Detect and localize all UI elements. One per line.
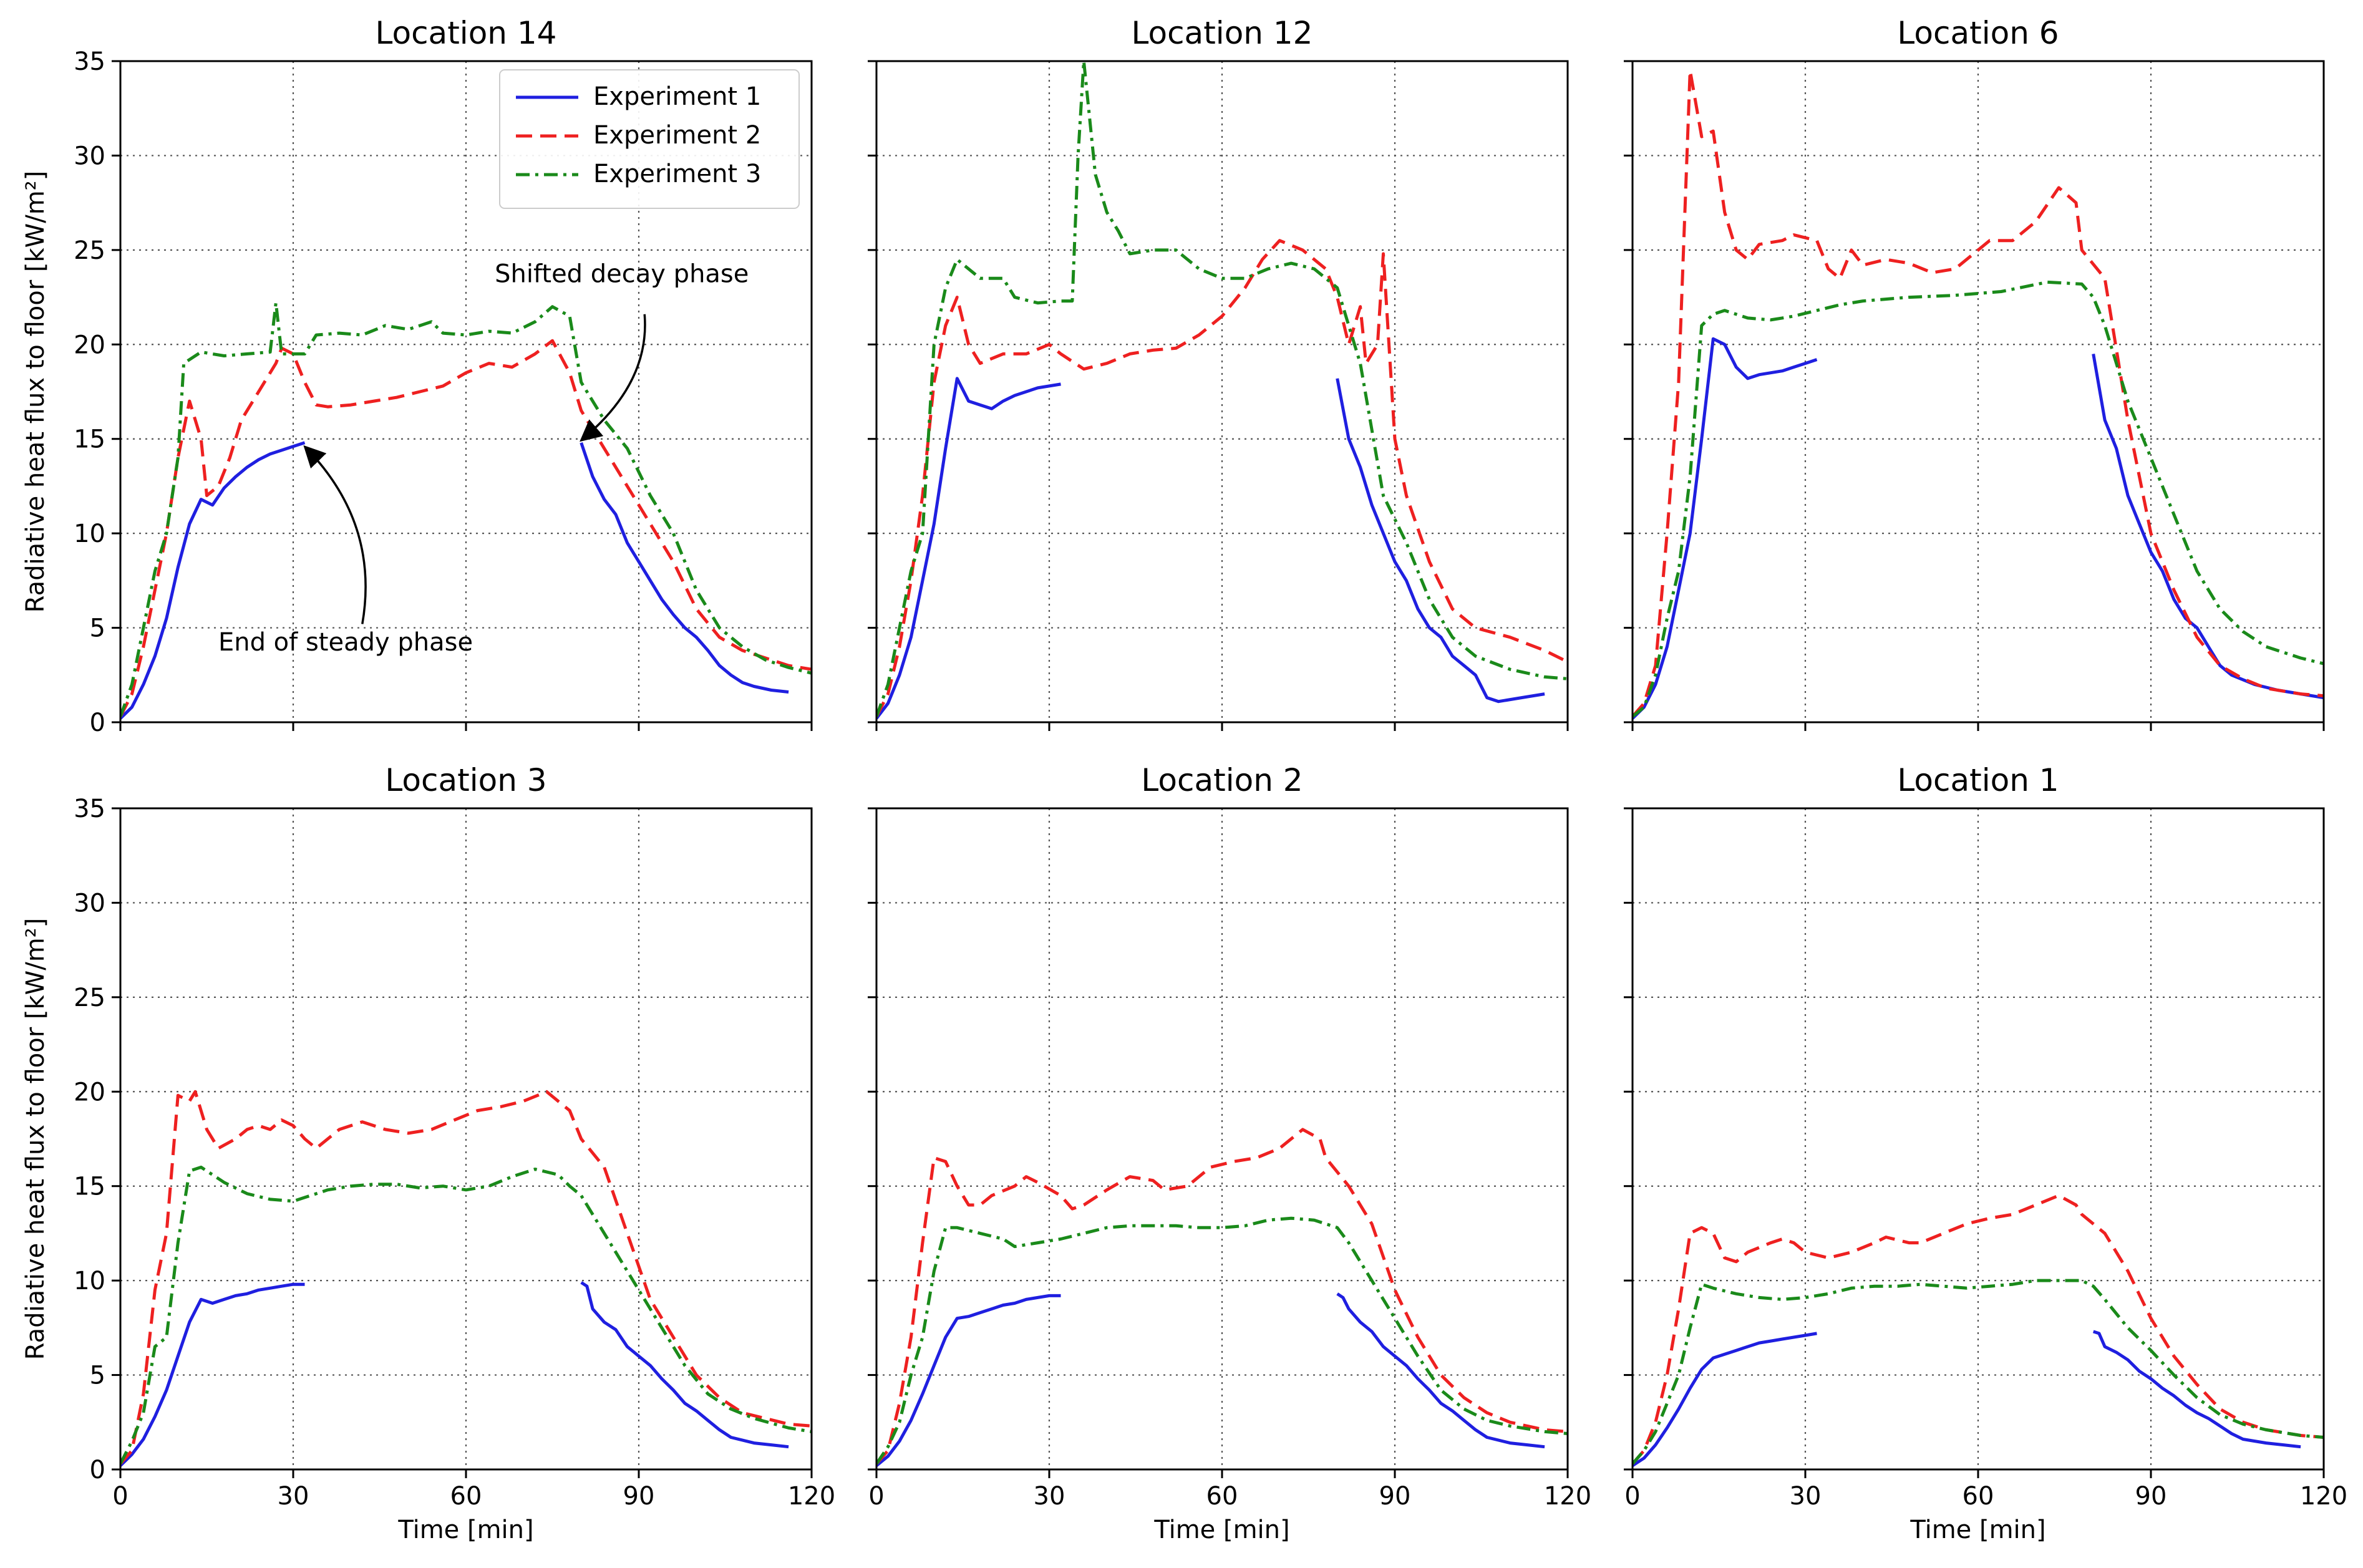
series-line-experiment-2	[876, 239, 1568, 718]
series-line-experiment-2	[876, 1128, 1568, 1465]
x-tick-label: 120	[2300, 1482, 2347, 1511]
series-line-experiment-1	[1633, 1332, 1817, 1467]
series-line-experiment-3	[1633, 1279, 2324, 1465]
y-tick-label: 0	[90, 709, 105, 737]
legend-layer: Experiment 1 Experiment 2 Experiment 3	[499, 69, 800, 209]
panels: 0 5 10 15 20 25 30 35 Location 14 Radiative heat …	[21, 15, 2347, 1544]
y-axis-label: Radiative heat flux to floor [kW/m²]	[21, 171, 50, 613]
annotation-arrow-shifted-decay	[580, 314, 646, 442]
series-line-experiment-1	[580, 442, 789, 694]
x-tick-label: 0	[868, 1482, 884, 1511]
x-tick-label: 90	[2135, 1482, 2167, 1511]
series-line-experiment-3	[120, 301, 812, 717]
x-tick-label: 90	[623, 1482, 655, 1511]
panel-title: Location 1	[1897, 762, 2059, 798]
series-line-experiment-2	[1633, 1194, 2324, 1465]
panel-location-14: 0 5 10 15 20 25 30 35 Location 14 Radiative heat …	[21, 15, 813, 737]
annotation-arrow-end-steady	[303, 445, 367, 624]
panel-location-12: Location 12	[868, 15, 1569, 731]
series-line-experiment-2	[1633, 69, 2324, 718]
x-axis-label: Time [min]	[397, 1516, 533, 1544]
panel-title: Location 3	[385, 762, 546, 798]
series-line-experiment-1	[580, 1281, 789, 1449]
panel-location-3: 0 30 60 90 120 0 5 10 15 20 25 30 35 Location 3 Time […	[21, 762, 835, 1544]
y-tick-label: 20	[74, 331, 105, 359]
series-line-experiment-3	[876, 61, 1568, 717]
x-tick-label: 30	[1034, 1482, 1065, 1511]
series-line-experiment-1	[2092, 1330, 2301, 1449]
y-tick-label: 10	[74, 1267, 105, 1295]
y-tick-label: 30	[74, 889, 105, 917]
panel-location-6: Location 6	[1624, 15, 2325, 731]
legend-label-experiment-3: Experiment 3	[593, 160, 761, 188]
series-line-experiment-3	[120, 1165, 812, 1465]
series-line-experiment-1	[876, 377, 1061, 720]
y-axis-label: Radiative heat flux to floor [kW/m²]	[21, 918, 50, 1360]
panel-title: Location 12	[1132, 15, 1313, 51]
x-tick-label: 60	[1963, 1482, 1994, 1511]
x-tick-label: 0	[112, 1482, 128, 1511]
annotation-shifted-decay: Shifted decay phase	[495, 259, 749, 288]
series-line-experiment-1	[120, 441, 306, 720]
series-line-experiment-1	[120, 1282, 305, 1467]
panel-location-2: 0 30 60 90 120 Location 2 Time [min]	[868, 762, 1591, 1544]
series-line-experiment-1	[2092, 353, 2324, 700]
y-tick-label: 0	[90, 1456, 105, 1484]
x-tick-label: 0	[1624, 1482, 1640, 1511]
y-tick-label: 25	[74, 984, 105, 1012]
y-tick-label: 20	[74, 1078, 105, 1106]
legend-label-experiment-2: Experiment 2	[593, 121, 761, 150]
x-tick-label: 90	[1379, 1482, 1411, 1511]
y-tick-label: 5	[90, 1362, 105, 1390]
panel-title: Location 2	[1141, 762, 1303, 798]
series-line-experiment-1	[876, 1294, 1061, 1467]
panel-title: Location 14	[376, 15, 557, 51]
panel-location-1: 0 30 60 90 120 Location 1 Time [min]	[1624, 762, 2347, 1544]
y-tick-label: 5	[90, 614, 105, 643]
x-tick-label: 60	[450, 1482, 482, 1511]
series-line-experiment-3	[876, 1216, 1568, 1465]
x-tick-label: 60	[1206, 1482, 1238, 1511]
series-line-experiment-1	[1336, 1292, 1545, 1449]
series-line-experiment-2	[120, 339, 812, 718]
x-tick-label: 30	[278, 1482, 309, 1511]
y-tick-label: 10	[74, 520, 105, 548]
y-tick-label: 15	[74, 425, 105, 454]
annotation-end-steady: End of steady phase	[218, 628, 473, 657]
y-tick-label: 35	[74, 47, 105, 76]
legend-label-experiment-1: Experiment 1	[593, 82, 761, 111]
panel-title: Location 6	[1897, 15, 2059, 51]
x-axis-label: Time [min]	[1909, 1516, 2045, 1544]
y-tick-label: 25	[74, 236, 105, 265]
x-tick-label: 120	[788, 1482, 835, 1511]
y-tick-label: 30	[74, 142, 105, 170]
series-line-experiment-2	[120, 1090, 812, 1465]
x-axis-label: Time [min]	[1153, 1516, 1289, 1544]
x-tick-label: 30	[1790, 1482, 1822, 1511]
series-line-experiment-3	[1633, 280, 2324, 718]
annotations-layer: End of steady phase Shifted decay phase	[218, 259, 749, 657]
y-tick-label: 15	[74, 1173, 105, 1201]
y-tick-label: 35	[74, 795, 105, 823]
series-line-experiment-1	[1336, 378, 1545, 704]
series-line-experiment-1	[1633, 337, 1818, 720]
x-tick-label: 120	[1544, 1482, 1591, 1511]
